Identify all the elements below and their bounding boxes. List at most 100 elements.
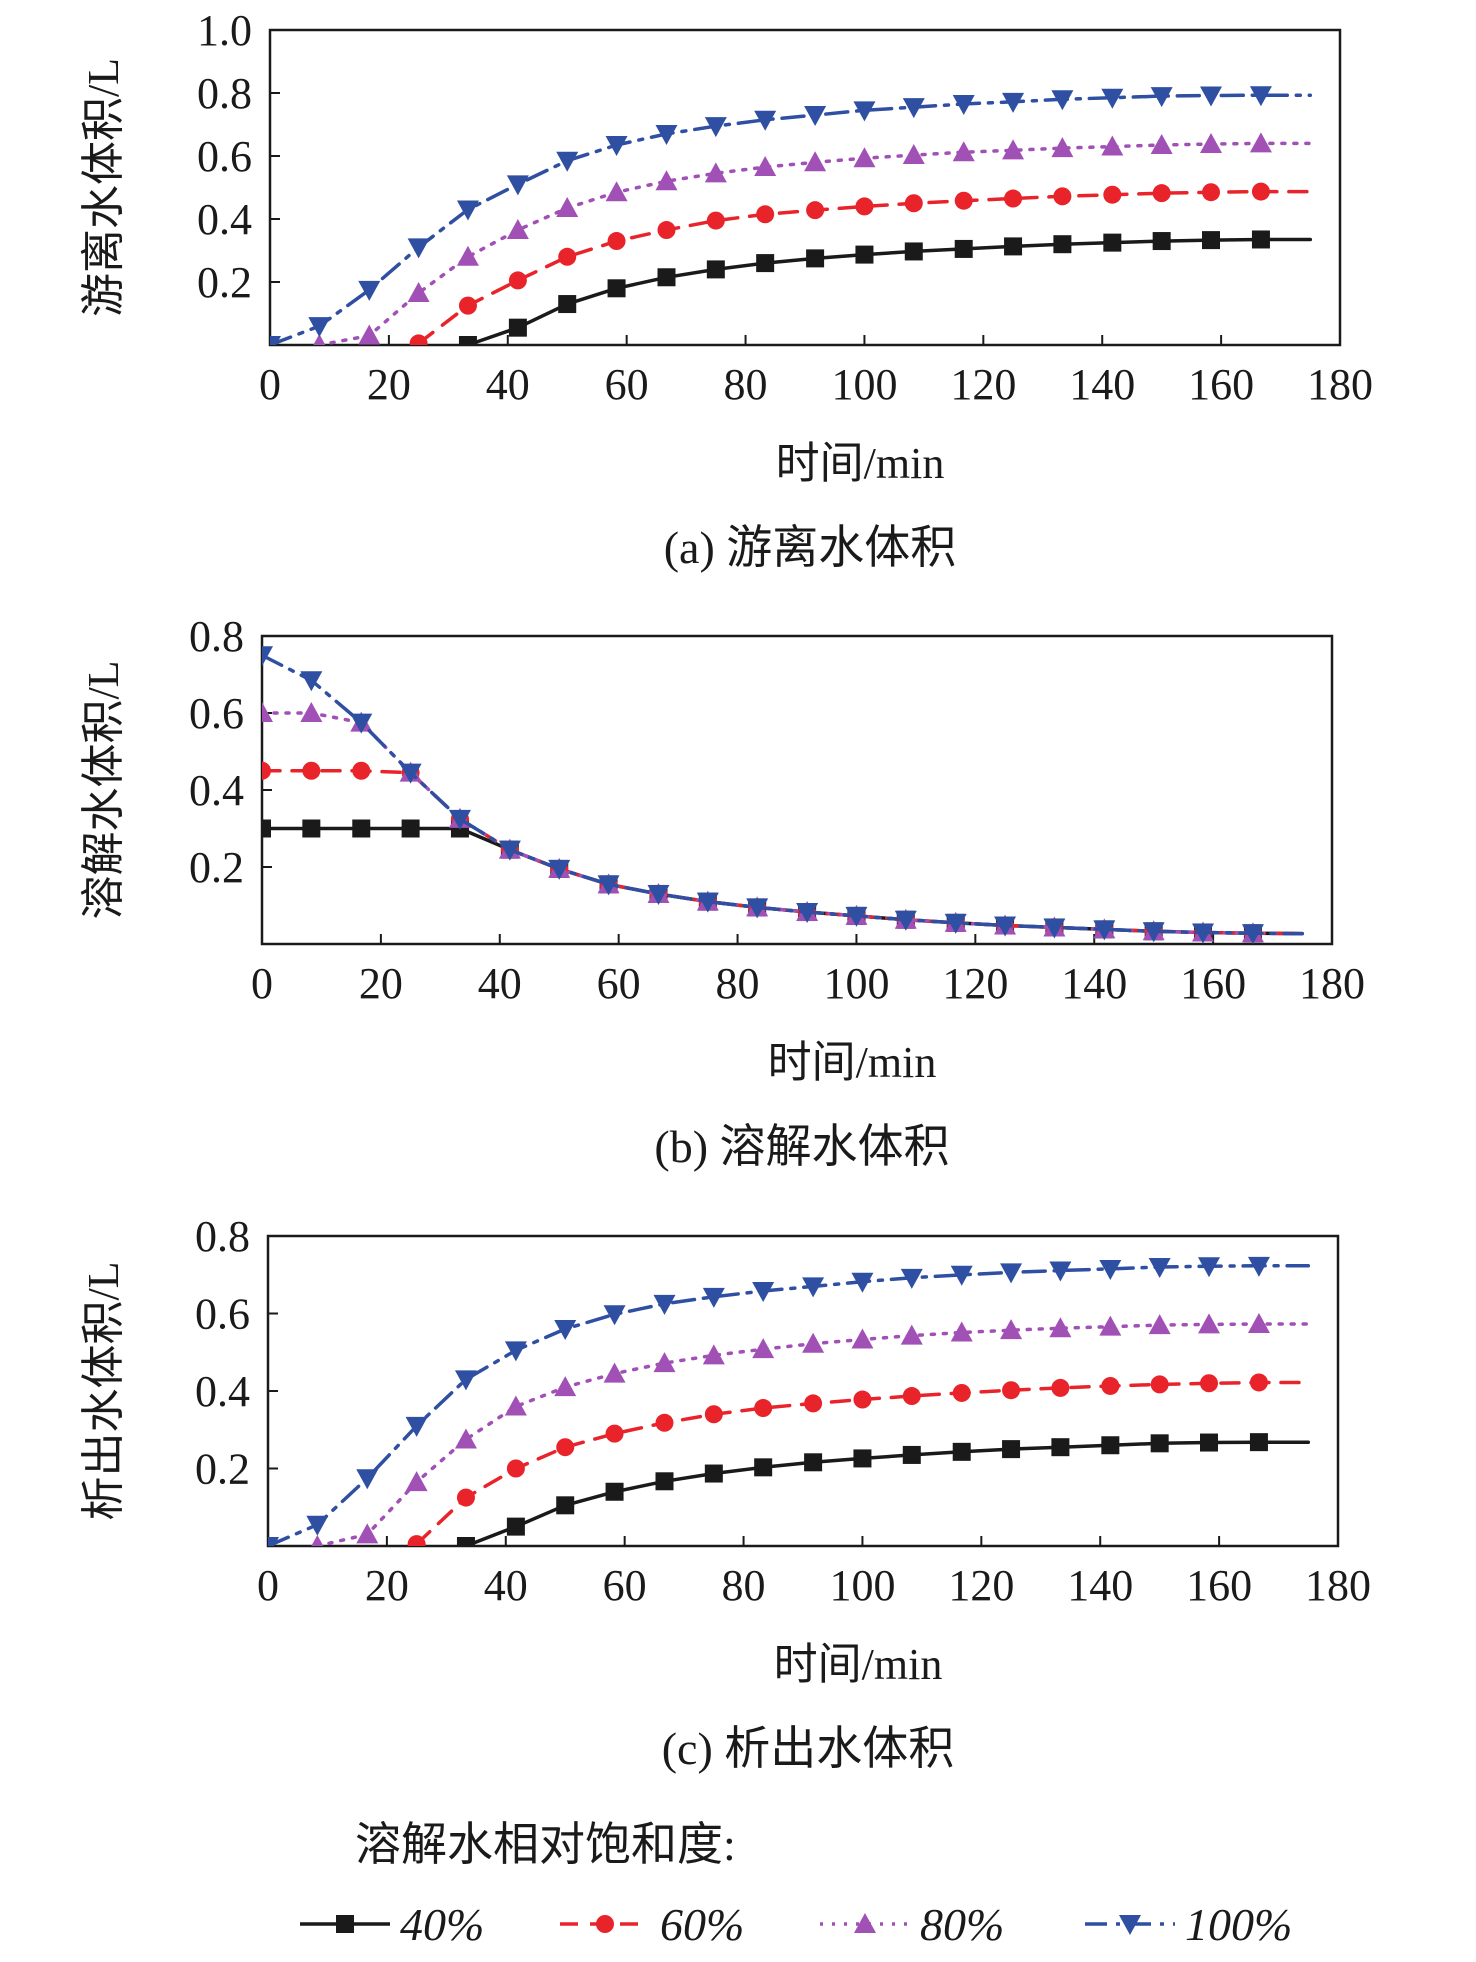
x-tick-label: 140 (1061, 959, 1127, 1008)
series-100pct (270, 86, 1313, 345)
data-point (952, 95, 975, 116)
legend-marker (854, 1913, 876, 1933)
data-point (1198, 1313, 1221, 1334)
data-point (506, 175, 529, 196)
data-point (1049, 1317, 1072, 1338)
data-point (655, 1472, 674, 1491)
x-tick-label: 160 (1186, 1561, 1252, 1610)
data-point (556, 196, 579, 217)
data-point (1000, 1319, 1023, 1340)
data-point (597, 875, 620, 896)
data-point (655, 1413, 674, 1432)
x-tick-label: 20 (367, 360, 411, 409)
x-axis-label: 时间/min (768, 1038, 937, 1087)
data-point (399, 763, 422, 784)
x-axis-label: 时间/min (776, 439, 945, 488)
data-point (262, 646, 273, 667)
x-tick-label: 0 (259, 360, 281, 409)
series-line (466, 237, 1313, 345)
y-tick-label: 0.6 (189, 689, 244, 738)
data-point (350, 713, 373, 734)
series-40pct (456, 1433, 1311, 1546)
data-point (558, 247, 577, 266)
data-point (902, 144, 925, 165)
data-point (1051, 1438, 1070, 1457)
data-point (458, 296, 477, 315)
data-point (1152, 184, 1171, 203)
y-tick-label: 0.6 (197, 132, 252, 181)
y-tick-label: 0.2 (189, 843, 244, 892)
data-point (806, 201, 825, 220)
data-point (802, 1332, 825, 1353)
data-point (262, 702, 273, 722)
data-point (407, 238, 430, 259)
data-point (796, 903, 819, 924)
data-point (605, 1482, 624, 1501)
y-tick-label: 0.4 (195, 1367, 250, 1416)
x-tick-label: 20 (365, 1561, 409, 1610)
data-point (900, 1324, 923, 1345)
data-point (1004, 237, 1023, 256)
data-point (352, 819, 371, 838)
data-point (1099, 1259, 1122, 1280)
x-tick-label: 60 (605, 360, 649, 409)
chart-panel-a: 1.0 0.8 0.6 0.4 0.2 0 20 40 60 80 100 120 140 160 180 时… (79, 6, 1373, 573)
x-tick-label: 160 (1188, 360, 1254, 409)
data-point (647, 884, 670, 905)
x-tick-label: 60 (603, 1561, 647, 1610)
data-point (754, 1399, 773, 1418)
data-point (1002, 1381, 1021, 1400)
data-point (454, 1428, 477, 1449)
data-point (506, 219, 529, 240)
data-point (300, 671, 323, 692)
data-point (904, 194, 923, 213)
data-point (262, 819, 271, 838)
data-point (548, 859, 571, 880)
data-point (1198, 1257, 1221, 1278)
data-point (1051, 90, 1074, 111)
data-point (302, 761, 321, 780)
chart-caption: (c) 析出水体积 (662, 1723, 955, 1774)
x-tick-label: 120 (950, 360, 1016, 409)
x-tick-label: 40 (484, 1561, 528, 1610)
data-point (657, 221, 676, 240)
data-point (458, 336, 477, 345)
data-point (556, 1438, 575, 1457)
y-tick-label: 0.2 (195, 1445, 250, 1494)
data-point (1150, 87, 1173, 108)
series-60pct (409, 182, 1313, 345)
data-point (1200, 133, 1223, 154)
x-tick-label: 120 (948, 1561, 1014, 1610)
y-tick-label: 0.4 (197, 195, 252, 244)
x-tick-label: 0 (251, 959, 273, 1008)
data-point (1002, 92, 1025, 113)
data-point (653, 1352, 676, 1373)
data-point (605, 1424, 624, 1443)
data-point (1249, 86, 1272, 107)
data-point (407, 282, 430, 303)
series-100pct (262, 646, 1305, 944)
data-point (902, 1445, 921, 1464)
data-point (605, 181, 628, 202)
data-point (902, 98, 925, 119)
data-point (853, 1390, 872, 1409)
data-point (952, 1383, 971, 1402)
data-point (756, 205, 775, 224)
data-point (1249, 1373, 1268, 1392)
x-tick-label: 40 (486, 360, 530, 409)
data-point (655, 170, 678, 191)
data-point (554, 1376, 577, 1397)
data-point (806, 249, 825, 268)
legend-title: 溶解水相对饱和度: (355, 1819, 736, 1870)
series-60pct (407, 1373, 1311, 1546)
data-point (1101, 88, 1124, 109)
series-100pct (268, 1256, 1311, 1546)
data-point (752, 1282, 775, 1303)
legend-items: 40% 60% 80% 100% (300, 1899, 1292, 1950)
data-point (607, 232, 626, 251)
data-point (358, 324, 381, 345)
legend-label: 100% (1185, 1899, 1292, 1950)
x-tick-label: 0 (257, 1561, 279, 1610)
charts-group: 1.0 0.8 0.6 0.4 0.2 0 20 40 60 80 100 120 140 160 180 时… (79, 6, 1373, 1774)
